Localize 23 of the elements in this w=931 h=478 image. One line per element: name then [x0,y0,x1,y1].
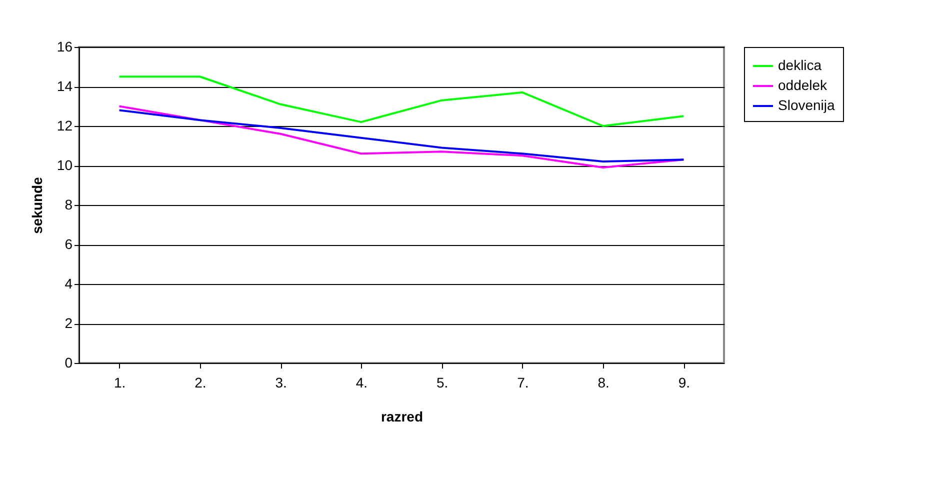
y-tick-label: 10 [56,157,73,173]
y-tick-label: 0 [64,354,73,370]
x-axis-title: razred [380,408,424,424]
x-tick-label: 2. [194,374,206,390]
legend-label: oddelek [778,77,828,93]
legend-label: deklica [778,57,822,73]
x-tick-label: 9. [678,374,690,390]
x-tick-label: 1. [114,374,126,390]
legend-label: Slovenija [778,97,836,113]
y-tick-label: 8 [64,196,73,212]
x-tick-label: 3. [275,374,287,390]
x-tick-label: 8. [598,374,610,390]
y-axis-title: sekunde [28,176,45,234]
y-tick-label: 2 [64,315,73,331]
line-series [118,76,685,127]
y-tick-label: 6 [64,236,73,252]
x-tick-label: 5. [436,374,448,390]
y-tick-label: 4 [64,276,73,292]
y-tick-label: 16 [56,38,73,54]
x-tick-label: 7. [517,374,529,390]
y-tick-label: 14 [56,78,73,94]
y-tick-label: 12 [56,118,73,134]
x-tick-label: 4. [356,374,368,390]
